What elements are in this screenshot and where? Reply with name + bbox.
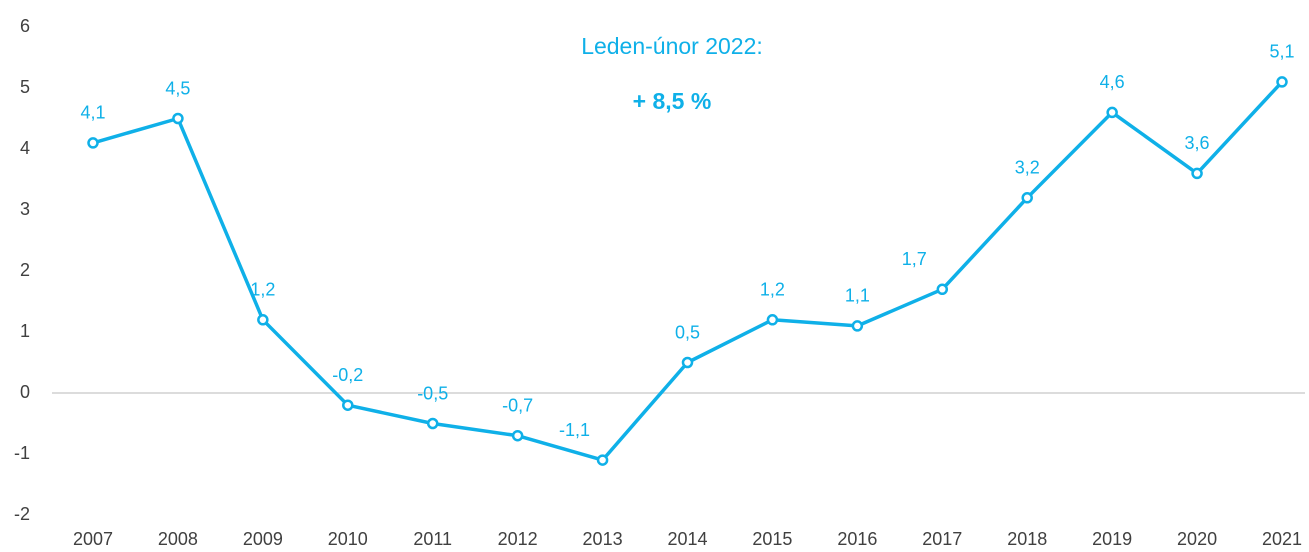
data-label: 1,2 (760, 280, 785, 300)
data-label: 3,2 (1015, 158, 1040, 178)
marker (342, 399, 354, 411)
data-label: 1,2 (250, 280, 275, 300)
y-tick-label: 2 (20, 260, 30, 280)
data-label: 1,1 (845, 286, 870, 306)
data-label: 5,1 (1269, 42, 1294, 62)
data-label: -1,1 (559, 420, 590, 440)
data-label: -0,5 (417, 383, 448, 403)
marker (766, 314, 779, 326)
y-tick-label: 6 (20, 16, 30, 36)
y-tick-label: -2 (14, 504, 30, 524)
data-label: 4,6 (1100, 72, 1125, 92)
marker (1106, 106, 1118, 119)
data-label: -0,7 (502, 395, 533, 415)
data-label: 4,1 (80, 103, 105, 123)
x-tick-label: 2016 (837, 529, 877, 549)
annotation: Leden-únor 2022: (581, 33, 763, 59)
marker (1191, 167, 1203, 180)
marker (1276, 76, 1288, 88)
data-label: 1,7 (902, 249, 927, 269)
marker (851, 320, 864, 332)
x-tick-label: 2015 (752, 529, 792, 549)
y-tick-label: 0 (20, 382, 30, 402)
x-tick-label: 2017 (922, 529, 962, 549)
x-tick-label: 2021 (1262, 529, 1302, 549)
x-tick-label: 2019 (1092, 529, 1132, 549)
marker (1021, 192, 1033, 204)
marker (596, 454, 609, 466)
y-tick-label: -1 (14, 443, 30, 463)
marker (426, 417, 439, 430)
x-tick-label: 2013 (583, 529, 623, 549)
y-tick-label: 1 (20, 321, 30, 341)
x-tick-label: 2008 (158, 529, 198, 549)
x-tick-label: 2010 (328, 529, 368, 549)
data-label: 4,5 (165, 78, 190, 98)
x-tick-label: 2014 (667, 529, 707, 549)
y-tick-label: 5 (20, 77, 30, 97)
x-tick-label: 2012 (498, 529, 538, 549)
x-tick-label: 2020 (1177, 529, 1217, 549)
marker (172, 112, 184, 125)
marker (936, 283, 949, 296)
marker (511, 429, 524, 442)
marker (257, 314, 269, 326)
data-label: -0,2 (332, 365, 363, 385)
marker (87, 137, 99, 149)
data-label: 3,6 (1185, 133, 1210, 153)
y-tick-label: 3 (20, 199, 30, 219)
marker (681, 356, 694, 369)
y-tick-label: 4 (20, 138, 30, 158)
x-tick-label: 2011 (413, 529, 452, 549)
x-tick-label: 2009 (243, 529, 283, 549)
data-label: 0,5 (675, 322, 700, 342)
x-tick-label: 2018 (1007, 529, 1047, 549)
annotation: + 8,5 % (633, 88, 712, 114)
x-tick-label: 2007 (73, 529, 113, 549)
line (92, 80, 1284, 462)
